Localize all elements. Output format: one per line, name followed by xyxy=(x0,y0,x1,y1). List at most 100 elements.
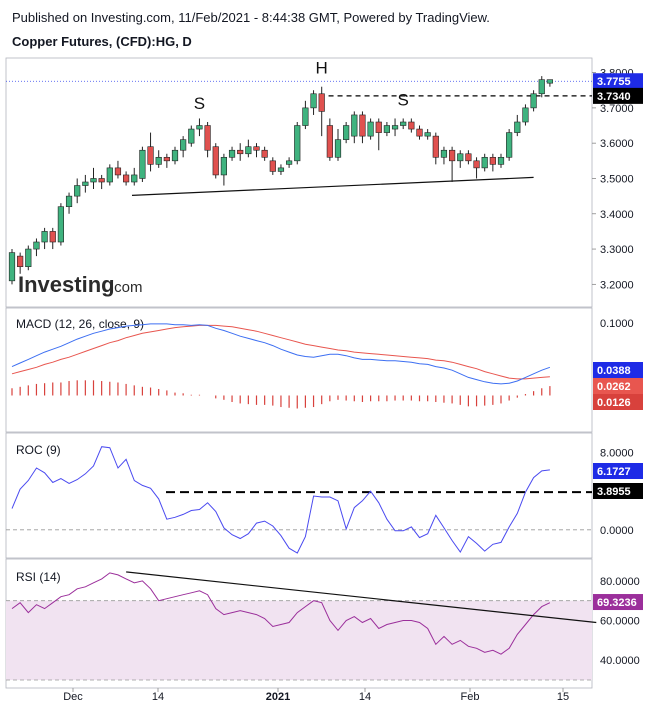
panel-border xyxy=(5,57,593,308)
candle-body xyxy=(285,160,293,165)
candle-body xyxy=(391,125,399,130)
candle-body xyxy=(196,125,203,130)
rsi-band xyxy=(6,600,592,681)
candle-body xyxy=(139,149,146,179)
candle-body xyxy=(473,160,480,169)
pattern-label: H xyxy=(316,59,328,78)
macd-title: MACD (12, 26, close, 9) xyxy=(16,317,144,331)
candle-body xyxy=(155,156,162,165)
macd-value: 0.0126 xyxy=(597,397,631,409)
rsi-axis-tick: 60.0000 xyxy=(600,616,640,628)
price-axis-tick: 3.6000 xyxy=(600,138,634,150)
candle-body xyxy=(98,178,105,183)
candle-body xyxy=(343,125,350,140)
candle-body xyxy=(41,231,48,243)
roc-line xyxy=(11,446,550,554)
candle-body xyxy=(375,121,382,133)
roc-value-tag xyxy=(593,463,643,479)
x-axis-tick: 15 xyxy=(557,691,569,703)
price-axis-tick: 3.7000 xyxy=(600,103,634,115)
candle-body xyxy=(49,231,56,243)
candle-body xyxy=(245,146,252,155)
rsi-title: RSI (14) xyxy=(16,570,61,584)
candle-body xyxy=(188,128,195,144)
roc-axis-tick: 0.0000 xyxy=(600,525,634,537)
x-axis-tick: 14 xyxy=(359,691,371,703)
candle-body xyxy=(432,135,439,158)
candle-body xyxy=(277,167,285,172)
rsi-axis-tick: 80.0000 xyxy=(600,576,640,588)
candle-body xyxy=(538,79,545,95)
candle-body xyxy=(212,146,219,176)
candle-body xyxy=(220,156,228,176)
candle-body xyxy=(302,107,309,126)
panel-border xyxy=(5,307,593,433)
level-tag xyxy=(593,87,643,104)
macd-line xyxy=(11,323,551,385)
macd-value: 0.0388 xyxy=(597,365,631,377)
macd-value-tag xyxy=(593,362,643,378)
candle-body xyxy=(481,156,488,169)
candle-body xyxy=(131,174,138,183)
candle-body xyxy=(65,195,73,208)
candle-body xyxy=(400,121,407,126)
x-axis-tick: Dec xyxy=(63,691,83,703)
panel-border xyxy=(5,432,593,559)
candle-body xyxy=(318,93,325,112)
roc-value-tag xyxy=(593,483,643,499)
candle-body xyxy=(253,146,260,151)
rsi-axis-tick: 40.0000 xyxy=(600,655,640,667)
chart-title: Copper Futures, (CFD):HG, D xyxy=(12,34,192,49)
candle-body xyxy=(506,132,513,158)
macd-value-tag xyxy=(593,378,643,394)
macd-value-tag xyxy=(593,394,643,410)
candle-body xyxy=(90,178,97,183)
candle-body xyxy=(74,185,81,197)
price-axis-tick: 3.5000 xyxy=(600,173,634,185)
level-value: 3.7340 xyxy=(597,91,631,103)
candle-body xyxy=(228,149,236,158)
published-line: Published on Investing.com, 11/Feb/2021 … xyxy=(12,10,490,25)
candle-body xyxy=(514,121,521,133)
candle-body xyxy=(237,149,244,155)
candle-body xyxy=(457,153,464,162)
candle-body xyxy=(522,107,529,123)
candle-body xyxy=(310,93,317,109)
candle-body xyxy=(171,149,179,162)
candle-body xyxy=(465,153,472,162)
price-axis-tick: 3.2000 xyxy=(600,279,634,291)
candle-body xyxy=(33,241,40,250)
candle-body xyxy=(180,139,187,151)
investing-logo-suffix: .com xyxy=(110,279,143,296)
candle-body xyxy=(163,156,170,162)
roc-title: ROC (9) xyxy=(16,443,61,457)
signal-line xyxy=(11,324,550,380)
pattern-label: S xyxy=(194,94,205,113)
candle-body xyxy=(546,79,553,84)
rsi-value: 69.3236 xyxy=(597,597,637,609)
candle-body xyxy=(530,93,537,109)
candle-body xyxy=(408,121,415,130)
candle-body xyxy=(204,125,211,151)
candle-body xyxy=(351,114,358,137)
pattern-label: S xyxy=(398,90,409,109)
x-axis-tick: 14 xyxy=(152,691,164,703)
last-price-tag xyxy=(593,73,643,90)
candle-body xyxy=(424,132,431,137)
x-axis-tick: 2021 xyxy=(266,691,290,703)
candle-body xyxy=(489,156,496,165)
investing-logo: Investing xyxy=(18,272,115,297)
candle-body xyxy=(147,146,154,165)
last-price-value: 3.7755 xyxy=(597,76,631,88)
candle-body xyxy=(294,125,301,162)
price-axis-tick: 3.4000 xyxy=(600,209,634,221)
candle-body xyxy=(497,156,505,165)
macd-axis-tick: 0.1000 xyxy=(600,318,634,330)
candle-body xyxy=(440,149,448,158)
candle-body xyxy=(82,181,89,186)
rsi-line xyxy=(11,572,551,655)
macd-value: 0.0262 xyxy=(597,381,631,393)
candle-body xyxy=(25,248,32,268)
candle-body xyxy=(57,206,64,243)
